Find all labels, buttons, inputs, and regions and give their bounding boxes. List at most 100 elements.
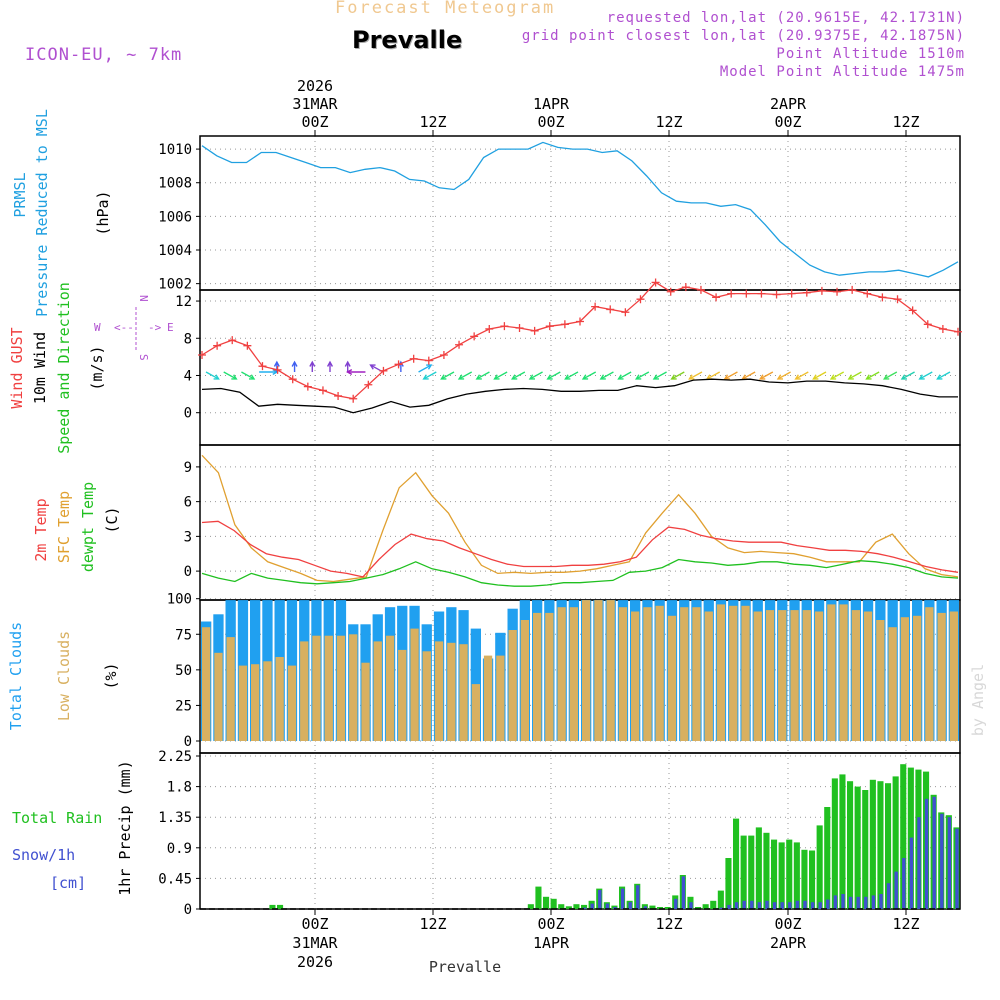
snow-bar (590, 903, 594, 909)
rain-bar (786, 839, 793, 909)
snow-bar (750, 900, 754, 909)
low-cloud-bar (238, 665, 248, 741)
snow-bar (841, 894, 845, 909)
wind-arrow (618, 371, 632, 380)
snow-bar (924, 798, 929, 909)
wind-arrow (937, 371, 951, 380)
snow-bar (826, 899, 830, 909)
low-cloud-bar (949, 611, 958, 741)
rain-bar (755, 827, 762, 909)
low-cloud-bar (300, 641, 309, 741)
wind-arrow (759, 371, 774, 380)
wind-arrow-head (397, 360, 404, 367)
y-tick-label: 1010 (158, 142, 192, 158)
y-tick-label: 1002 (158, 277, 192, 293)
low-cloud-bar (361, 662, 370, 741)
wind-arrow (582, 371, 597, 380)
requested-coords: requested lon,lat (20.9615E, 42.1731N) (606, 10, 965, 26)
dewpoint-line (201, 558, 959, 587)
compass-s: S (137, 354, 150, 361)
wind-arrow (529, 371, 543, 380)
wind-arrow (423, 371, 437, 380)
low-cloud-bar (851, 610, 860, 741)
gust-marker (470, 332, 479, 341)
wind-arrow (901, 371, 915, 380)
y-tick-label: 1008 (158, 176, 192, 192)
bottom-axis-hour: 00Z (301, 915, 328, 933)
wind-arrow (830, 371, 845, 380)
wind-arrow (441, 371, 455, 380)
snow-bar (848, 896, 853, 909)
wind-arrow-head (918, 374, 925, 380)
low-cloud-bar (913, 615, 922, 741)
wind-arrow-head (344, 360, 351, 367)
snow-bar (947, 817, 952, 909)
snow-bar (909, 837, 914, 909)
wind-arrow-head (273, 360, 280, 367)
temperature-panel: 0 3 6 9 (184, 444, 961, 601)
low-cloud-bar (287, 665, 297, 741)
point-altitude: Point Altitude 1510m (776, 46, 965, 62)
y-tick-label: 0.9 (167, 841, 192, 857)
wind-arrow (223, 371, 237, 380)
low-cloud-bar (802, 610, 811, 741)
y-tick-label: 0 (184, 406, 192, 422)
y-tick-label: 8 (184, 331, 192, 347)
snow-bar (818, 902, 822, 909)
wind-arrow (671, 371, 685, 380)
snow-bar (894, 871, 898, 909)
low-cloud-bar (680, 607, 689, 741)
gust-marker (636, 295, 645, 304)
low-cloud-bar (753, 611, 762, 741)
wind-arrow-head (652, 374, 659, 380)
rain-bar (664, 907, 671, 909)
rain-bar (269, 904, 276, 909)
rain-bar (573, 904, 580, 909)
snow-bar (803, 900, 807, 909)
wind-dir-label: Speed and Direction (55, 282, 73, 454)
gust-marker (954, 327, 962, 336)
gust-marker (409, 354, 418, 363)
top-axis-hour: 00Z (774, 113, 801, 131)
wind-arrow (742, 371, 756, 380)
rain-bar (550, 898, 557, 909)
snow-bar (856, 896, 860, 909)
y-tick-label: 0 (184, 564, 192, 580)
wind-arrow-head (865, 374, 872, 380)
gust-marker (318, 386, 327, 395)
rain-bar (900, 764, 907, 909)
pressure-line (201, 141, 959, 278)
snow-bar (917, 817, 921, 909)
y-tick-label: 1004 (158, 243, 192, 259)
gust-marker (455, 340, 464, 349)
gust-marker (591, 302, 600, 311)
rain-bar (839, 774, 846, 909)
wind-arrow-head (847, 374, 854, 380)
snow-bar (940, 813, 944, 909)
snow-bar (871, 895, 876, 909)
low-cloud-bar (202, 627, 211, 741)
chart-title: Forecast Meteogram (335, 0, 556, 18)
rain-bar (862, 790, 869, 909)
low-cloud-bar (545, 612, 554, 741)
snow-bar (582, 907, 587, 909)
grid-point-coords: grid point closest lon,lat (20.9375E, 42… (521, 28, 965, 44)
top-axis-date: 31MAR (292, 95, 338, 113)
low-cloud-bar (508, 630, 517, 741)
gust-marker (303, 382, 312, 391)
gust-marker (681, 283, 690, 292)
gust-marker (757, 289, 766, 298)
snow-bar (643, 906, 648, 909)
wind-arrow-head (249, 374, 256, 380)
low-cloud-bar (459, 644, 468, 741)
wind-arrow (813, 371, 827, 380)
low-cloud-bar (398, 649, 407, 741)
gust-marker (198, 351, 206, 360)
compass-e: E (167, 321, 174, 334)
rain-bar (892, 776, 899, 909)
y-tick-label: 75 (175, 627, 192, 643)
compass-w: W (94, 321, 101, 334)
wind-arrow (883, 371, 898, 380)
temp-units: (C) (103, 506, 121, 533)
